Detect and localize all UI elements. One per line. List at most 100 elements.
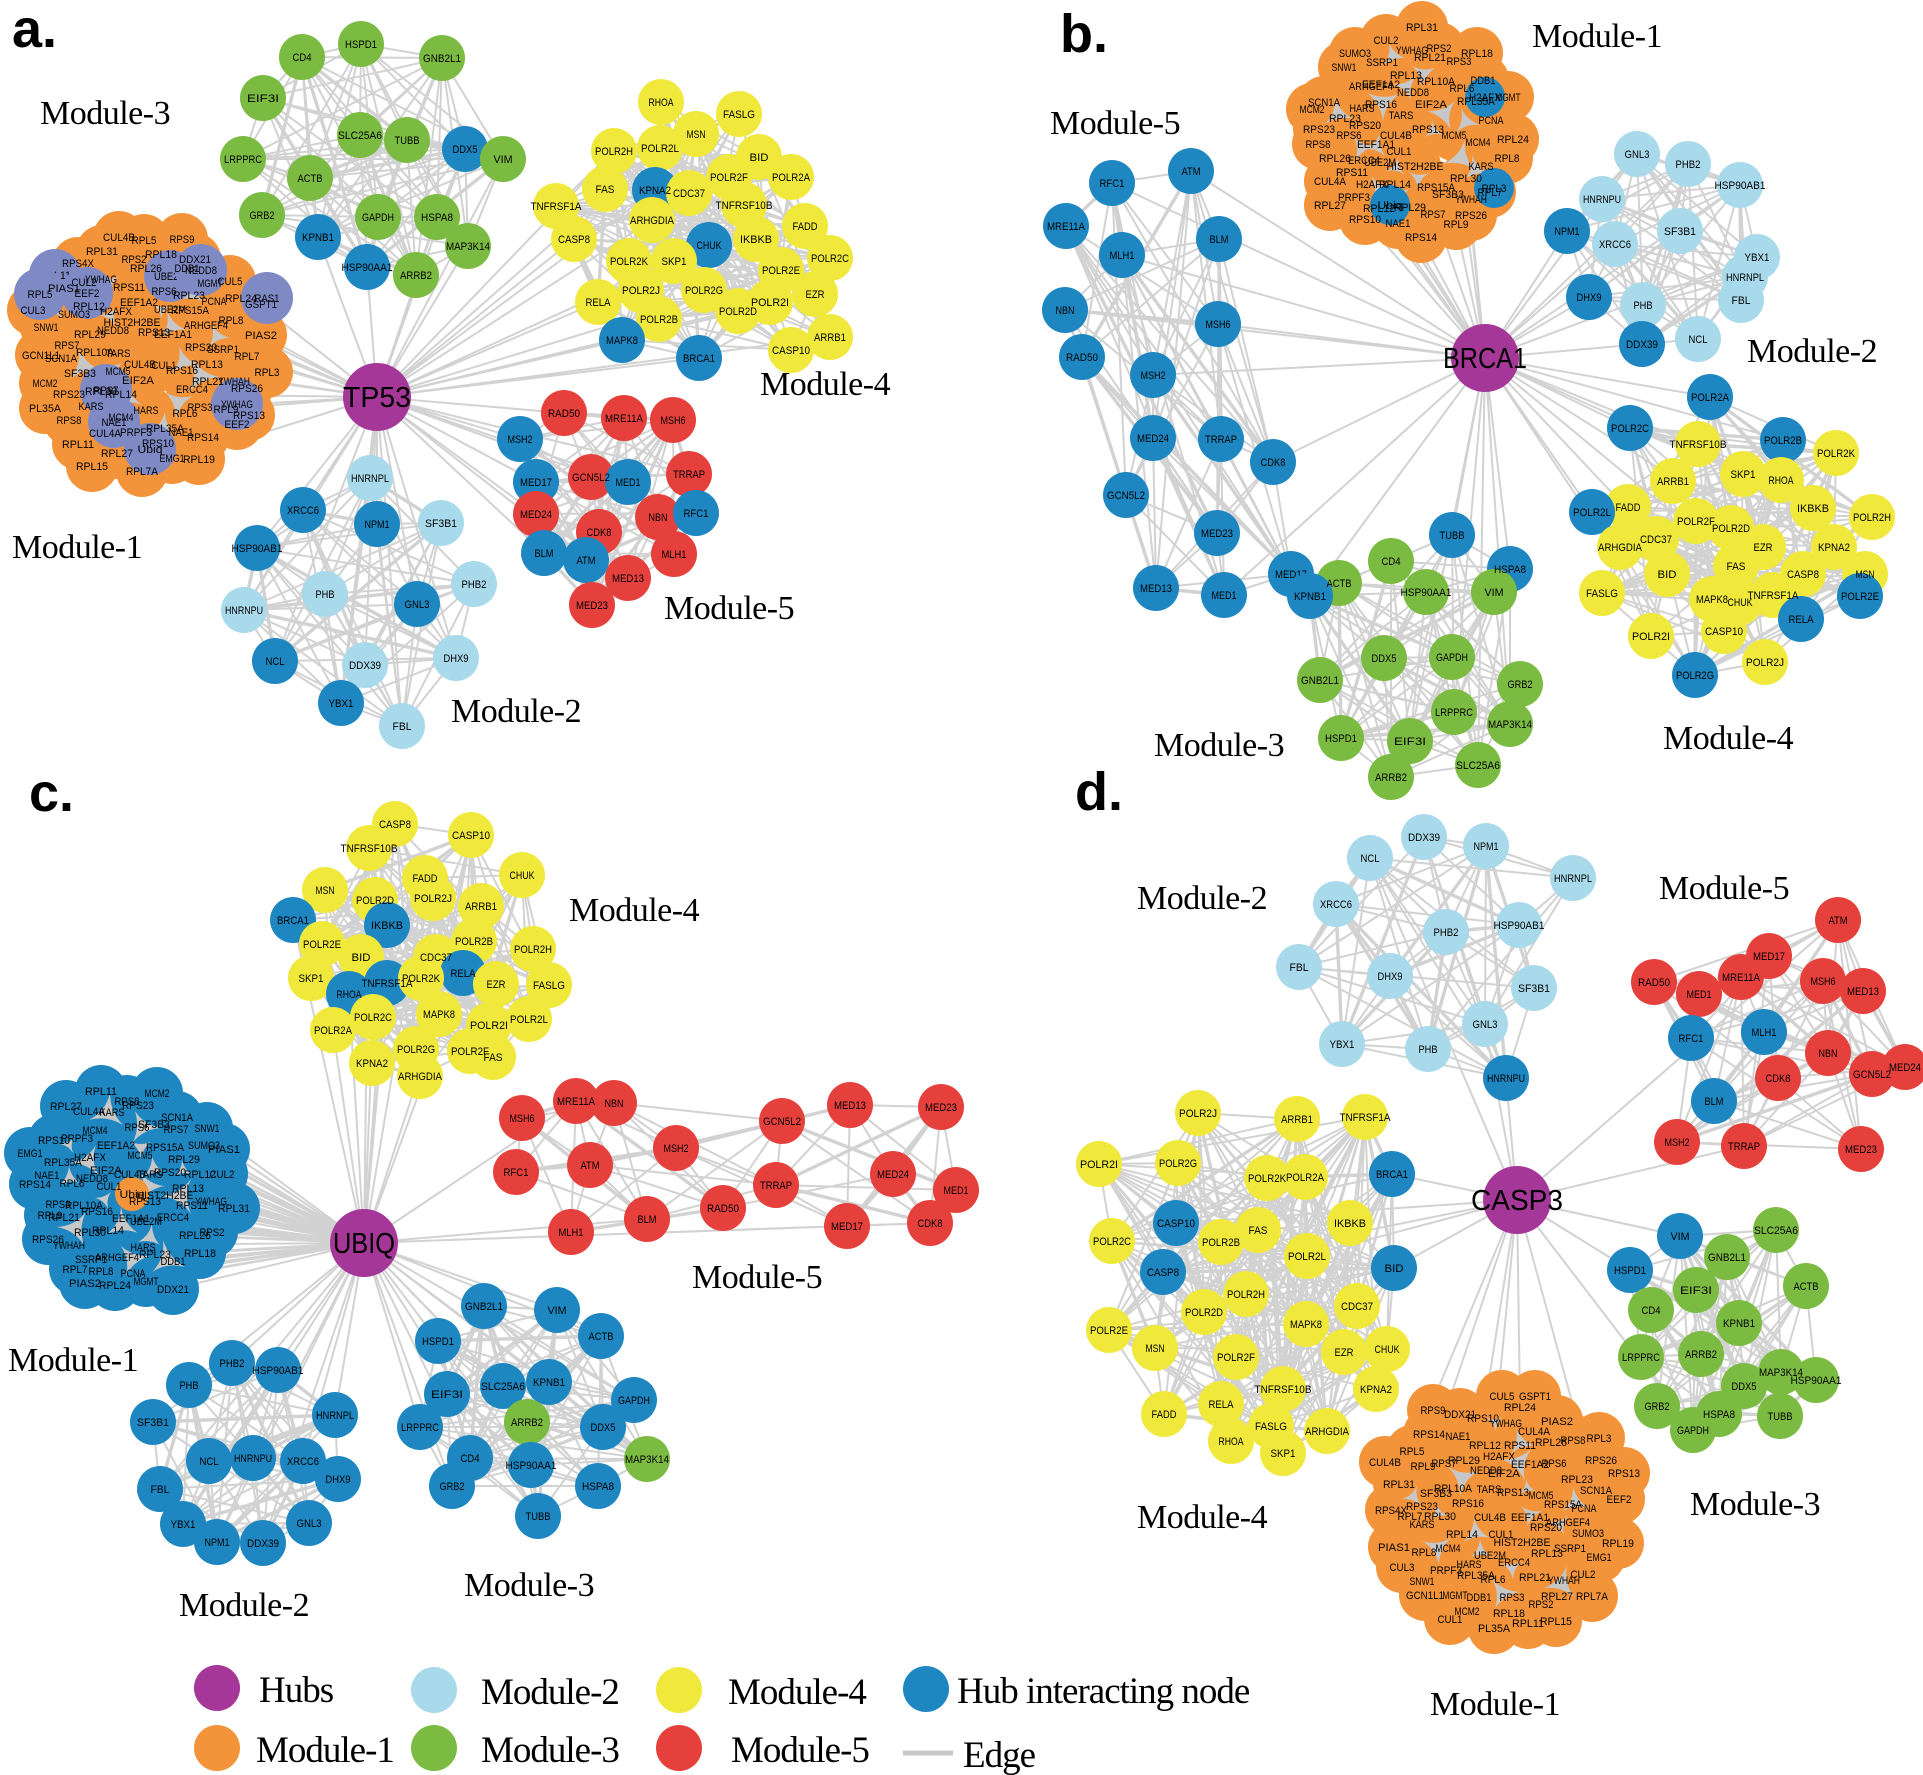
svg-text:RPL21: RPL21 [48, 1212, 80, 1224]
svg-text:RPS6: RPS6 [1542, 1458, 1567, 1470]
svg-text:MED23: MED23 [1845, 1144, 1877, 1156]
svg-text:CUL4A: CUL4A [1518, 1426, 1551, 1438]
svg-text:CD4: CD4 [1382, 556, 1401, 568]
svg-text:RPS15A: RPS15A [171, 305, 210, 317]
svg-text:Module-4: Module-4 [1137, 1499, 1268, 1536]
svg-text:RPL14: RPL14 [92, 1225, 124, 1237]
svg-text:Module-5: Module-5 [664, 590, 794, 627]
svg-text:RPS7: RPS7 [1432, 1458, 1457, 1470]
svg-text:SKP1: SKP1 [299, 973, 324, 985]
svg-text:Module-4: Module-4 [760, 366, 891, 403]
svg-text:RPS26: RPS26 [231, 383, 263, 395]
svg-text:RPL3: RPL3 [1482, 183, 1507, 195]
svg-text:MSH6: MSH6 [510, 1113, 535, 1125]
svg-text:RELA: RELA [1209, 1399, 1235, 1411]
svg-text:PHB2: PHB2 [1434, 927, 1459, 939]
svg-text:HSPA8: HSPA8 [1703, 1409, 1735, 1421]
svg-text:POLR2J: POLR2J [414, 893, 452, 905]
svg-text:SLC25A6: SLC25A6 [481, 1381, 525, 1393]
svg-text:RELA: RELA [1789, 614, 1815, 626]
svg-text:H2AFX: H2AFX [1356, 179, 1389, 191]
svg-text:RPS11: RPS11 [113, 282, 145, 294]
svg-text:RPL8: RPL8 [219, 315, 244, 327]
svg-text:POLR2J: POLR2J [622, 285, 660, 297]
svg-text:ACTB: ACTB [1794, 1281, 1819, 1293]
svg-text:GRB2: GRB2 [250, 210, 275, 222]
svg-text:RPL27: RPL27 [1541, 1591, 1573, 1603]
svg-text:RPL7A: RPL7A [126, 466, 159, 478]
svg-text:YBX1: YBX1 [329, 698, 354, 710]
svg-text:RPS8: RPS8 [1561, 1435, 1586, 1447]
svg-text:RPL27: RPL27 [50, 1101, 82, 1113]
svg-text:PRPF3: PRPF3 [1338, 192, 1370, 204]
svg-text:DDX5: DDX5 [1732, 1381, 1757, 1393]
svg-text:ERCC4: ERCC4 [157, 1212, 189, 1224]
svg-text:PHB2: PHB2 [1676, 159, 1701, 171]
svg-text:PHB: PHB [1634, 300, 1653, 312]
svg-text:RPS8: RPS8 [1306, 139, 1331, 151]
svg-text:HNRNPL: HNRNPL [1554, 873, 1592, 885]
svg-text:XRCC6: XRCC6 [1599, 239, 1631, 251]
svg-text:HSPD1: HSPD1 [1325, 733, 1357, 745]
svg-text:POLR2E: POLR2E [1841, 591, 1879, 603]
svg-text:HSPD1: HSPD1 [345, 39, 377, 51]
svg-text:RPS3: RPS3 [188, 402, 213, 414]
svg-text:DDB1: DDB1 [175, 263, 200, 275]
svg-text:HSPA8: HSPA8 [1494, 564, 1526, 576]
svg-text:EIF2A: EIF2A [122, 375, 155, 387]
svg-text:NAE1: NAE1 [35, 1170, 60, 1182]
svg-text:RPL29: RPL29 [1394, 202, 1426, 214]
svg-text:RPL23: RPL23 [1561, 1474, 1593, 1486]
svg-text:POLR2G: POLR2G [397, 1044, 435, 1056]
svg-text:RPL21: RPL21 [1414, 52, 1446, 64]
svg-text:RPL11: RPL11 [1512, 1618, 1544, 1630]
svg-text:RPL13: RPL13 [1531, 1548, 1563, 1560]
svg-text:ARRB1: ARRB1 [814, 332, 846, 344]
svg-text:FADD: FADD [1152, 1409, 1177, 1421]
svg-text:TRRAP: TRRAP [1205, 434, 1237, 446]
svg-text:Module-5: Module-5 [731, 1730, 869, 1771]
svg-text:RPL12: RPL12 [1469, 1440, 1501, 1452]
svg-text:POLR2C: POLR2C [1093, 1236, 1131, 1248]
svg-text:YWHAH: YWHAH [53, 1240, 85, 1252]
svg-text:RFC1: RFC1 [684, 508, 709, 520]
svg-text:RPS7: RPS7 [55, 340, 80, 352]
svg-text:RFC1: RFC1 [1679, 1033, 1704, 1045]
svg-text:RPL9: RPL9 [38, 1210, 63, 1222]
svg-text:MCM4: MCM4 [109, 412, 134, 424]
svg-text:EIF2A: EIF2A [90, 1165, 123, 1177]
svg-text:ATM: ATM [581, 1160, 600, 1172]
svg-text:PIAS1: PIAS1 [1378, 1542, 1410, 1554]
svg-text:RELA: RELA [451, 968, 477, 980]
svg-text:SSRP1: SSRP1 [207, 344, 239, 356]
svg-text:GAPDH: GAPDH [1677, 1425, 1709, 1437]
svg-text:MAP3K14: MAP3K14 [625, 1454, 669, 1466]
svg-text:Module-5: Module-5 [692, 1259, 822, 1296]
svg-text:RPL13: RPL13 [172, 1183, 204, 1195]
svg-text:BLM: BLM [638, 1214, 657, 1226]
svg-text:CUL5: CUL5 [1490, 1391, 1515, 1403]
svg-text:RPL26: RPL26 [1319, 153, 1351, 165]
svg-text:EEF1A1: EEF1A1 [112, 1213, 150, 1225]
svg-text:EIF2A: EIF2A [1488, 1468, 1521, 1480]
svg-text:MLH1: MLH1 [1110, 250, 1135, 262]
svg-text:RPL7: RPL7 [1398, 1511, 1423, 1523]
svg-text:PCNA: PCNA [1479, 115, 1505, 127]
svg-text:POLR2K: POLR2K [1817, 448, 1856, 460]
svg-text:Module-1: Module-1 [8, 1342, 138, 1379]
svg-text:PHB: PHB [316, 589, 335, 601]
svg-text:POLR2H: POLR2H [514, 944, 552, 956]
svg-text:RPS14: RPS14 [19, 1179, 51, 1191]
svg-text:DDX39: DDX39 [1408, 832, 1440, 844]
svg-text:MCM2: MCM2 [1300, 104, 1325, 116]
svg-text:POLR2L: POLR2L [1573, 507, 1611, 519]
svg-text:RPS23: RPS23 [122, 1100, 154, 1112]
svg-text:H2AFX: H2AFX [100, 306, 133, 318]
svg-text:IKBKB: IKBKB [740, 234, 772, 246]
svg-text:RPL6: RPL6 [60, 1178, 85, 1190]
svg-text:POLR2I: POLR2I [751, 297, 789, 309]
svg-text:TRRAP: TRRAP [760, 1180, 792, 1192]
svg-text:POLR2K: POLR2K [402, 973, 441, 985]
svg-text:Module-1: Module-1 [256, 1730, 394, 1771]
svg-text:CDK8: CDK8 [587, 527, 612, 539]
